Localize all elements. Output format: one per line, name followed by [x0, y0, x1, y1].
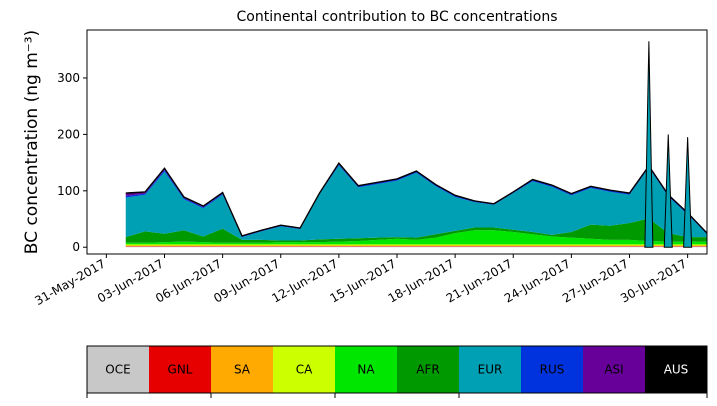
- plot-area: [125, 41, 708, 248]
- chart-title: Continental contribution to BC concentra…: [236, 9, 557, 25]
- legend-label-sa: SA: [234, 363, 251, 377]
- area-series-4: [125, 244, 707, 246]
- legend-label-ca: CA: [296, 363, 313, 377]
- legend-swatch-sa: [211, 346, 273, 393]
- area-series-7: [125, 165, 707, 241]
- legend-swatch-eur: [459, 346, 521, 393]
- y-tick-label: 0: [72, 240, 80, 254]
- legend-swatch-na: [335, 346, 397, 393]
- area-series-6: [125, 218, 707, 243]
- y-tick-label: 300: [57, 71, 80, 85]
- area-series-2: [125, 246, 707, 247]
- legend-label-asi: ASI: [604, 363, 623, 377]
- legend-label-eur: EUR: [478, 363, 503, 377]
- y-axis-label: BC concentration (ng m⁻³): [22, 30, 42, 254]
- y-tick-label: 200: [57, 127, 80, 141]
- y-tick-label: 100: [57, 184, 80, 198]
- legend-label-afr: AFR: [416, 363, 439, 377]
- legend-swatch-aus: [645, 346, 707, 393]
- legend-label-rus: RUS: [540, 363, 565, 377]
- legend-swatch-gnl: [149, 346, 211, 393]
- legend-label-gnl: GNL: [168, 363, 193, 377]
- x-tick-label: 30-Jun-2017: [618, 256, 689, 305]
- area-series-1: [125, 246, 707, 248]
- legend-swatch-rus: [521, 346, 583, 393]
- legend-swatch-asi: [583, 346, 645, 393]
- peak-spike-1: [644, 41, 654, 248]
- x-axis: 31-May-201703-Jun-201706-Jun-201709-Jun-…: [32, 254, 689, 308]
- legend-label-oce: OCE: [105, 363, 130, 377]
- legend-label-aus: AUS: [664, 363, 689, 377]
- legend-swatch-ca: [273, 346, 335, 393]
- legend-swatch-oce: [87, 346, 149, 393]
- peak-spike-2: [663, 134, 673, 248]
- legend-swatch-afr: [397, 346, 459, 393]
- legend-frame: [86, 345, 708, 394]
- peak-spike-3: [683, 137, 693, 248]
- legend-colorbar: OCE GNL SA CA NA AFR EUR RUS ASI AUS: [86, 345, 708, 398]
- total-line: [125, 161, 708, 237]
- x-tick-label: 31-May-2017: [32, 256, 107, 308]
- area-series-5: [125, 230, 707, 245]
- area-series-3: [125, 245, 707, 247]
- y-axis: 0 100 200 300: [57, 71, 87, 254]
- legend-label-na: NA: [357, 363, 375, 377]
